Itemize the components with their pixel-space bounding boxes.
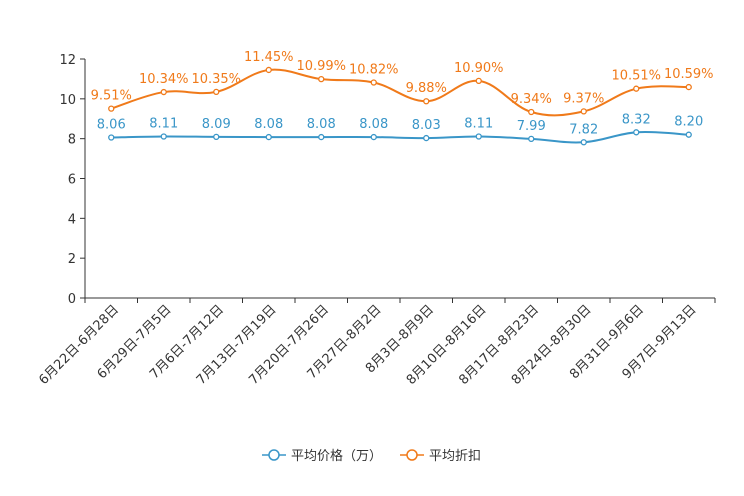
data-label: 10.51% [611, 69, 661, 84]
data-label: 8.08 [359, 117, 388, 132]
series-1: 8.06 8.11 8.09 8.08 8.08 8.08 8.03 8.11 7.99 7.82… [97, 112, 703, 146]
data-label: 9.34% [511, 92, 552, 107]
legend-item-1: 平均价格（万） [262, 448, 382, 464]
data-label: 10.59% [664, 67, 714, 82]
data-point [580, 139, 587, 146]
legend-label: 平均折扣 [429, 449, 481, 464]
y-tick-label: 0 [68, 292, 76, 307]
data-point [685, 131, 692, 138]
data-label: 10.90% [454, 61, 504, 76]
data-point [423, 98, 430, 105]
data-point [633, 129, 640, 136]
data-point [213, 133, 220, 141]
data-point [528, 135, 535, 143]
data-point [160, 133, 167, 140]
data-label: 10.82% [349, 63, 399, 78]
series-line [111, 130, 689, 144]
data-label: 7.82 [569, 122, 598, 137]
legend: 平均价格（万） 平均折扣 [262, 448, 481, 464]
data-point [475, 133, 482, 140]
data-label: 8.08 [254, 117, 283, 132]
data-label: 8.11 [149, 116, 178, 131]
data-point [580, 108, 587, 115]
data-point [265, 133, 272, 141]
data-point [528, 108, 535, 116]
data-point [265, 66, 272, 74]
x-axis: 6月22日-6月28日6月29日-7月5日7月6日-7月12日7月13日-7月1… [36, 297, 716, 388]
data-label: 9.88% [406, 81, 447, 96]
data-point [423, 134, 430, 142]
series-layer: 8.06 8.11 8.09 8.08 8.08 8.08 8.03 8.11 7.99 7.82… [91, 50, 714, 146]
data-point [370, 79, 377, 86]
data-label: 8.20 [674, 115, 703, 130]
data-label: 8.03 [412, 118, 441, 133]
series-2: 9.51% 10.34% 10.35%11.45%10.99% 10.82% 9.88%… [91, 50, 714, 117]
data-label: 8.09 [202, 117, 231, 132]
legend-item-2: 平均折扣 [400, 449, 481, 464]
legend-marker-icon [268, 449, 280, 461]
y-tick-label: 10 [59, 93, 76, 108]
data-point [318, 75, 325, 83]
data-label: 10.35% [191, 72, 241, 87]
y-tick-label: 8 [68, 133, 76, 148]
data-label: 8.08 [307, 117, 336, 132]
y-tick-label: 12 [59, 53, 76, 68]
data-point [370, 133, 377, 141]
y-tick-label: 6 [68, 173, 76, 188]
data-label: 10.34% [139, 72, 189, 87]
y-tick-label: 2 [68, 252, 76, 267]
data-point [213, 88, 220, 96]
data-label: 8.32 [622, 112, 651, 127]
data-point [633, 85, 640, 92]
data-label: 11.45% [244, 50, 294, 65]
data-label: 7.99 [517, 119, 546, 134]
data-point [108, 105, 115, 112]
y-tick-label: 4 [68, 212, 76, 227]
data-label: 10.99% [296, 59, 346, 74]
legend-label: 平均价格（万） [291, 448, 382, 464]
data-label: 9.37% [563, 91, 604, 106]
legend-marker-icon [406, 449, 418, 461]
data-label: 8.06 [97, 117, 126, 132]
y-axis: 0 2 4 6 8 10 12 [59, 53, 86, 307]
data-label: 8.11 [464, 116, 493, 131]
data-point [685, 83, 692, 91]
data-point [318, 133, 325, 141]
data-label: 9.51% [91, 89, 132, 104]
data-point [108, 134, 115, 141]
data-point [160, 88, 167, 96]
data-point [475, 77, 482, 85]
